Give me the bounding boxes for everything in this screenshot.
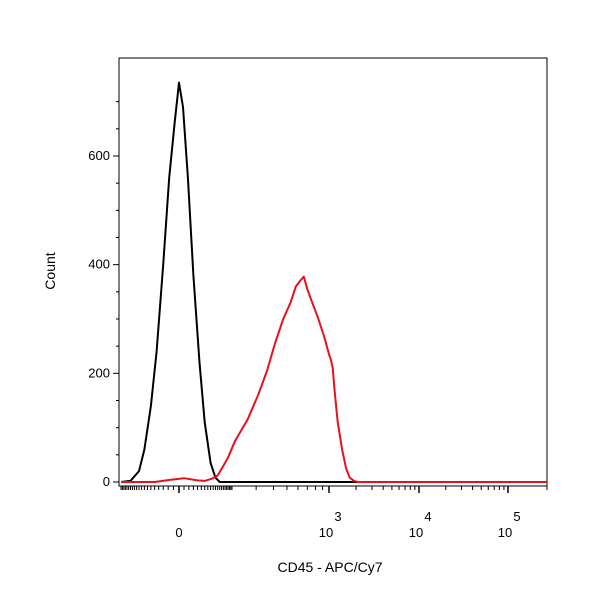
y-tick-label: 0	[103, 474, 110, 489]
y-tick-label: 400	[88, 257, 110, 272]
y-tick-label: 600	[88, 148, 110, 163]
plot-frame	[118, 57, 548, 487]
x-tick-exponent: 4	[424, 509, 431, 524]
x-tick-exponent: 5	[513, 509, 520, 524]
histogram-series-2	[121, 275, 547, 483]
y-axis: 0 200 400 600	[88, 101, 119, 489]
x-tick-label: 10	[498, 525, 512, 540]
x-tick-label: 0	[175, 525, 182, 540]
x-tick-label: 10	[409, 525, 423, 540]
x-tick-label: 10	[319, 525, 333, 540]
y-axis-title: Count	[42, 252, 58, 289]
x-axis-title: CD45 - APC/Cy7	[277, 559, 382, 575]
x-tick-exponent: 3	[334, 509, 341, 524]
histogram-series-1	[120, 81, 547, 483]
y-tick-label: 200	[88, 365, 110, 380]
series-layer	[120, 81, 547, 483]
